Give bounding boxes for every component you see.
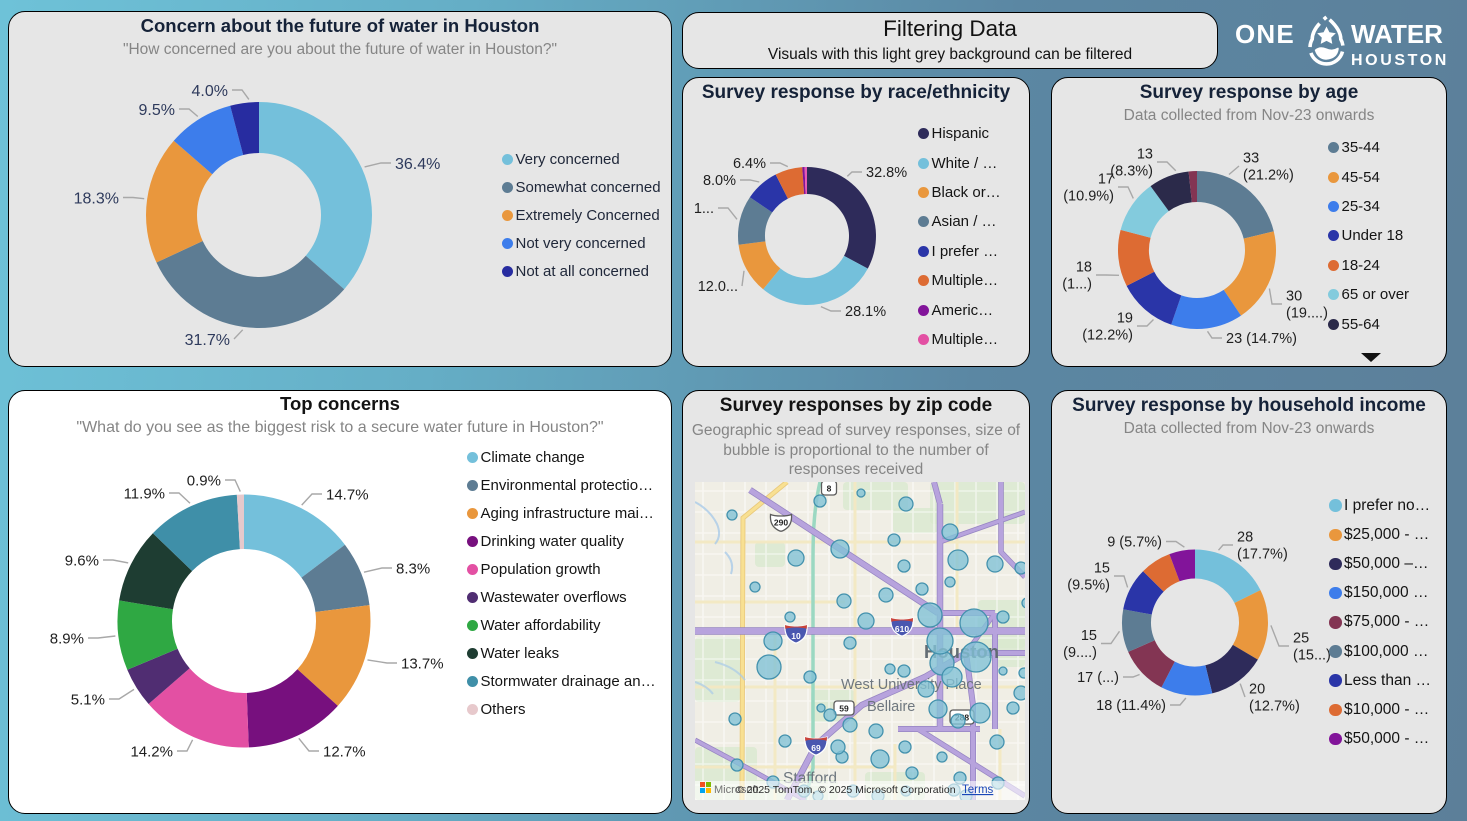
svg-text:5.1%: 5.1%: [71, 691, 105, 708]
svg-text:0.9%: 0.9%: [187, 472, 221, 489]
svg-text:Bellaire: Bellaire: [867, 699, 915, 715]
svg-text:8.0%: 8.0%: [703, 173, 736, 189]
svg-text:36.4%: 36.4%: [395, 156, 440, 173]
svg-text:14.7%: 14.7%: [326, 486, 369, 503]
svg-text:8.3%: 8.3%: [396, 560, 430, 577]
svg-text:11.9%: 11.9%: [124, 485, 165, 502]
svg-text:20: 20: [1249, 682, 1265, 698]
svg-text:Microsoft: Microsoft: [714, 784, 759, 796]
svg-text:17 (...): 17 (...): [1077, 670, 1119, 686]
svg-text:19: 19: [1117, 311, 1133, 327]
svg-text:9.5%: 9.5%: [139, 102, 175, 119]
svg-text:13.7%: 13.7%: [401, 655, 444, 672]
svg-text:23 (14.7%): 23 (14.7%): [1226, 331, 1297, 347]
svg-text:WATER: WATER: [1351, 19, 1443, 49]
svg-text:© 2025 TomTom, © 2025 Microsof: © 2025 TomTom, © 2025 Microsoft Corporat…: [736, 784, 956, 796]
svg-text:9.6%: 9.6%: [65, 552, 99, 569]
svg-text:(10.9%): (10.9%): [1063, 189, 1114, 205]
svg-text:8: 8: [827, 484, 832, 494]
svg-text:32.8%: 32.8%: [866, 165, 907, 181]
svg-text:17: 17: [1098, 172, 1114, 188]
svg-text:Terms: Terms: [962, 784, 994, 796]
svg-text:(9.5%): (9.5%): [1067, 578, 1110, 594]
svg-text:(9....): (9....): [1063, 645, 1097, 661]
svg-text:610: 610: [895, 624, 909, 634]
svg-text:6.4%: 6.4%: [733, 156, 766, 172]
svg-text:14.2%: 14.2%: [130, 743, 173, 760]
svg-text:290: 290: [774, 518, 788, 528]
svg-text:(15...): (15...): [1293, 648, 1331, 664]
svg-text:4.0%: 4.0%: [192, 83, 228, 100]
svg-text:12.0...: 12.0...: [698, 279, 738, 295]
svg-text:18.3%: 18.3%: [74, 190, 119, 207]
svg-text:69: 69: [811, 743, 821, 753]
svg-text:(21.2%): (21.2%): [1243, 168, 1294, 184]
svg-text:ONE: ONE: [1235, 19, 1295, 49]
svg-text:28: 28: [1237, 530, 1253, 546]
svg-text:HOUSTON: HOUSTON: [1351, 52, 1449, 69]
svg-text:10: 10: [791, 631, 801, 641]
svg-text:(1...): (1...): [1062, 277, 1092, 293]
svg-text:(17.7%): (17.7%): [1237, 547, 1288, 563]
svg-text:9 (5.7%): 9 (5.7%): [1107, 535, 1162, 551]
svg-text:(12.2%): (12.2%): [1082, 328, 1133, 344]
svg-text:18 (11.4%): 18 (11.4%): [1096, 698, 1166, 714]
svg-text:25: 25: [1293, 631, 1309, 647]
svg-text:(8.3%): (8.3%): [1110, 164, 1153, 180]
svg-text:13: 13: [1137, 147, 1153, 163]
svg-text:15: 15: [1094, 561, 1110, 577]
svg-text:(19....): (19....): [1286, 306, 1328, 322]
svg-text:12.7%: 12.7%: [323, 743, 366, 760]
svg-text:31.7%: 31.7%: [185, 332, 230, 349]
svg-text:8.9%: 8.9%: [50, 630, 84, 647]
svg-text:(12.7%): (12.7%): [1249, 699, 1300, 715]
svg-text:1...: 1...: [694, 201, 714, 217]
svg-text:28.1%: 28.1%: [845, 304, 886, 320]
svg-text:59: 59: [839, 704, 849, 714]
svg-text:18: 18: [1076, 260, 1092, 276]
svg-text:30: 30: [1286, 289, 1302, 305]
svg-text:15: 15: [1081, 628, 1097, 644]
svg-text:33: 33: [1243, 151, 1259, 167]
